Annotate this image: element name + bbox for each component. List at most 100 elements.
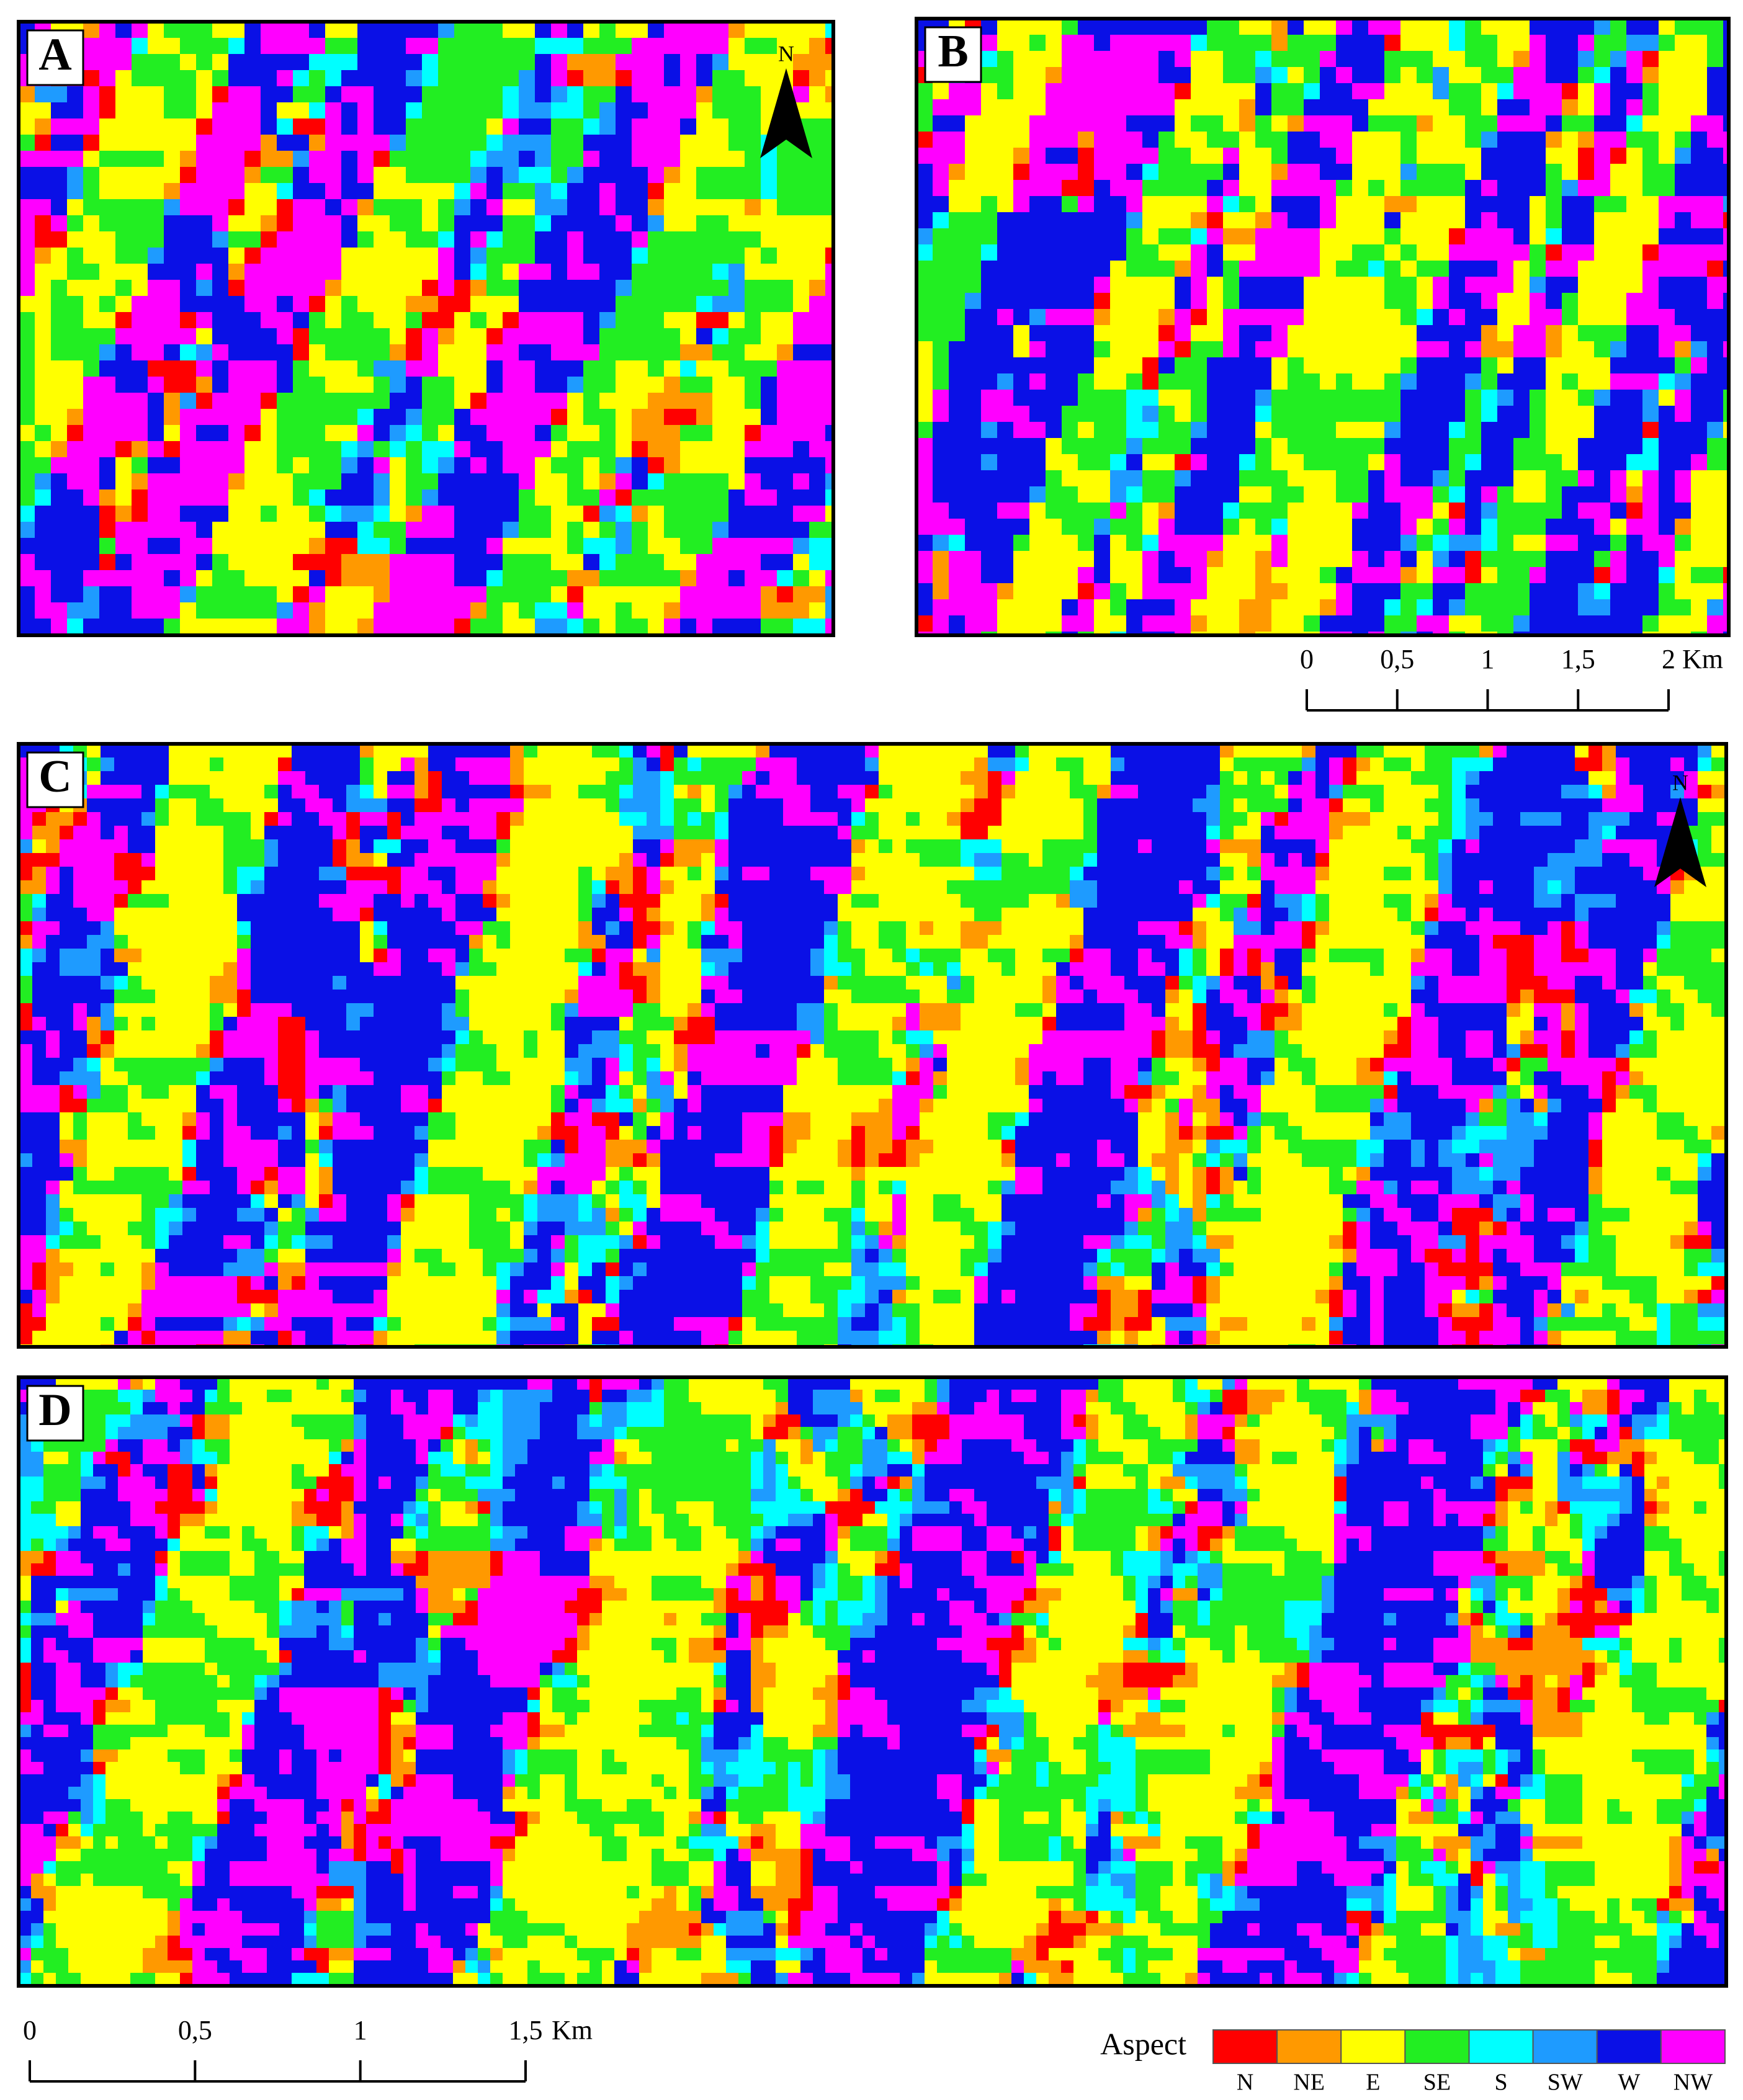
- raster-cell: [422, 602, 439, 619]
- raster-cell: [551, 554, 568, 571]
- raster-cell: [1175, 406, 1191, 422]
- raster-cell: [1707, 196, 1724, 213]
- raster-cell: [1029, 261, 1046, 277]
- raster-cell: [1465, 180, 1482, 197]
- raster-cell: [1643, 839, 1657, 854]
- raster-cell: [390, 183, 406, 200]
- raster-cell: [325, 425, 342, 442]
- raster-cell: [1530, 212, 1546, 229]
- raster-cell: [1546, 535, 1562, 552]
- raster-cell: [535, 264, 552, 280]
- raster-cell: [293, 554, 310, 571]
- raster-cell: [115, 344, 132, 361]
- raster-cell: [648, 360, 665, 377]
- raster-cell: [551, 151, 568, 168]
- raster-cell: [583, 619, 600, 635]
- raster-cell: [524, 757, 538, 772]
- raster-cell: [1352, 422, 1369, 439]
- raster-cell: [933, 839, 948, 854]
- raster-cell: [1659, 19, 1675, 35]
- raster-cell: [406, 231, 423, 248]
- raster-cell: [1723, 551, 1729, 568]
- raster-cell: [793, 70, 810, 87]
- raster-cell: [148, 183, 164, 200]
- raster-cell: [422, 248, 439, 264]
- raster-cell: [1029, 454, 1046, 471]
- raster-cell: [1675, 51, 1691, 68]
- raster-cell: [341, 602, 358, 619]
- raster-cell: [1384, 535, 1401, 552]
- raster-cell: [422, 86, 439, 103]
- raster-cell: [1670, 757, 1685, 772]
- raster-cell: [293, 70, 310, 87]
- raster-cell: [728, 377, 745, 393]
- raster-cell: [470, 312, 487, 329]
- raster-cell: [67, 360, 84, 377]
- raster-cell: [1223, 535, 1240, 552]
- raster-cell: [1546, 503, 1562, 519]
- raster-cell: [1481, 309, 1498, 326]
- raster-cell: [988, 812, 1002, 826]
- raster-cell: [428, 771, 442, 785]
- raster-cell: [1343, 757, 1357, 772]
- raster-cell: [277, 602, 293, 619]
- raster-cell: [712, 70, 729, 87]
- raster-cell: [35, 506, 52, 522]
- raster-cell: [406, 393, 423, 409]
- raster-cell: [325, 231, 342, 248]
- raster-cell: [469, 812, 483, 826]
- raster-cell: [19, 441, 35, 458]
- raster-cell: [486, 328, 503, 345]
- raster-cell: [1642, 309, 1659, 326]
- raster-cell: [1400, 35, 1417, 51]
- raster-cell: [438, 296, 455, 313]
- raster-cell: [1126, 373, 1143, 390]
- raster-cell: [244, 360, 261, 377]
- raster-cell: [696, 457, 713, 474]
- raster-cell: [961, 826, 975, 840]
- raster-cell: [1626, 583, 1643, 600]
- raster-cell: [470, 409, 487, 426]
- raster-cell: [1094, 535, 1111, 552]
- raster-cell: [688, 839, 702, 854]
- raster-cell: [1223, 438, 1240, 455]
- raster-cell: [169, 771, 183, 785]
- raster-cell: [261, 183, 277, 200]
- raster-cell: [1158, 535, 1175, 552]
- raster-cell: [357, 167, 374, 184]
- raster-cell: [1417, 261, 1433, 277]
- raster-cell: [374, 248, 390, 264]
- raster-cell: [599, 425, 616, 442]
- raster-cell: [592, 785, 606, 799]
- raster-cell: [132, 118, 148, 135]
- raster-cell: [761, 506, 777, 522]
- raster-cell: [1078, 567, 1095, 584]
- raster-cell: [223, 757, 238, 772]
- aspect-raster: [19, 22, 834, 636]
- raster-cell: [19, 118, 35, 135]
- raster-cell: [1691, 244, 1708, 261]
- raster-cell: [212, 586, 229, 603]
- raster-cell: [701, 826, 715, 840]
- raster-cell: [19, 199, 35, 216]
- raster-cell: [1659, 115, 1675, 132]
- raster-cell: [212, 54, 229, 71]
- raster-cell: [551, 425, 568, 442]
- raster-cell: [374, 757, 388, 772]
- raster-cell: [519, 425, 535, 442]
- raster-cell: [374, 602, 390, 619]
- raster-cell: [1384, 583, 1401, 600]
- raster-cell: [916, 277, 933, 293]
- raster-cell: [1520, 744, 1535, 758]
- raster-cell: [1642, 132, 1659, 148]
- raster-cell: [583, 151, 600, 168]
- raster-cell: [1546, 277, 1562, 293]
- raster-cell: [583, 102, 600, 119]
- raster-cell: [632, 22, 648, 38]
- raster-cell: [793, 602, 810, 619]
- raster-cell: [341, 377, 358, 393]
- raster-cell: [567, 506, 584, 522]
- raster-cell: [1356, 839, 1371, 854]
- raster-cell: [406, 183, 423, 200]
- raster-cell: [196, 506, 213, 522]
